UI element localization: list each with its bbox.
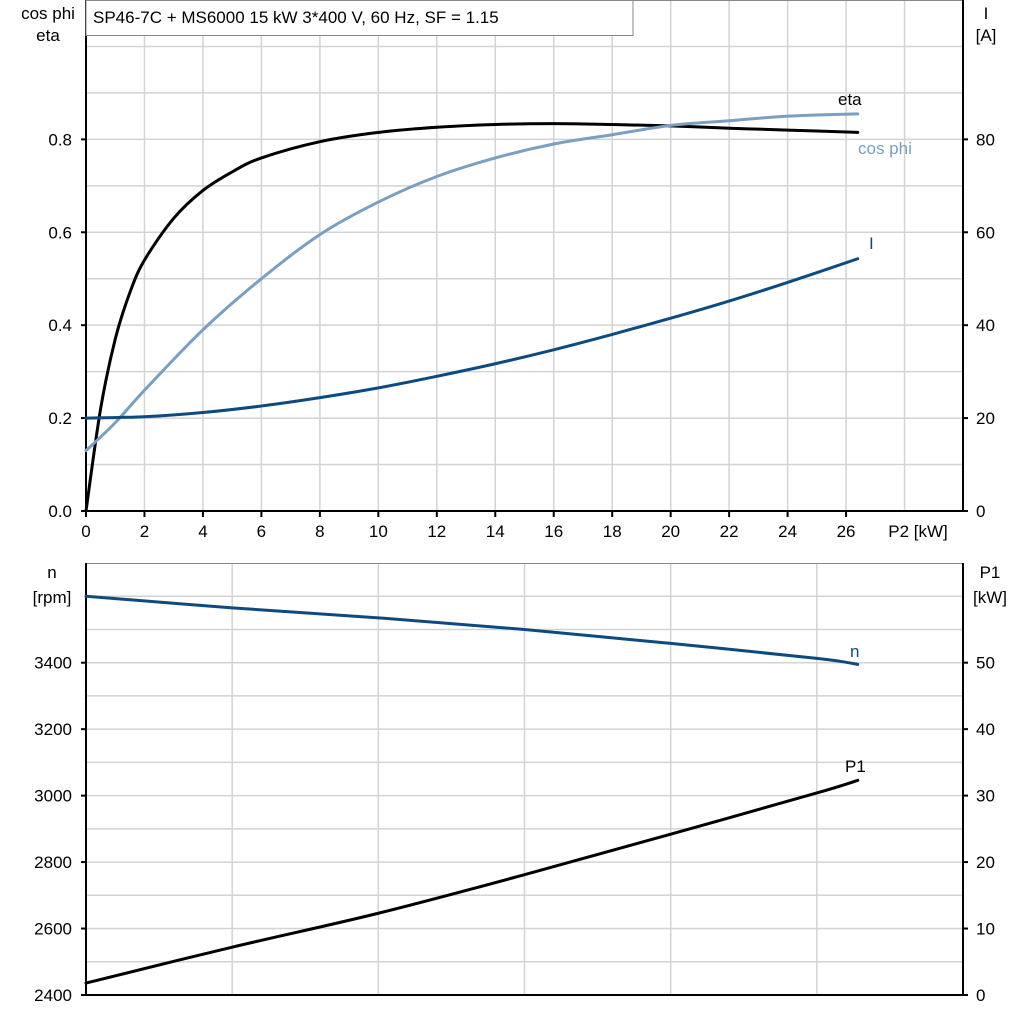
plot-frame: [85, 0, 964, 512]
right-tick-label: 0: [976, 502, 985, 521]
left-tick-label: 0.0: [48, 502, 72, 521]
x-tick-label: 12: [427, 522, 446, 541]
x-tick-label: 6: [257, 522, 266, 541]
right-axis-label: [A]: [976, 26, 997, 45]
x-tick-label: 8: [315, 522, 324, 541]
right-axis-label: [kW]: [973, 588, 1007, 607]
x-tick-label: 22: [720, 522, 739, 541]
left-tick-label: 3200: [34, 720, 72, 739]
chart-title-box: SP46-7C + MS6000 15 kW 3*400 V, 60 Hz, S…: [85, 0, 634, 36]
series-cos-phi-label: cos phi: [858, 139, 912, 158]
series-p1-label: P1: [845, 757, 866, 776]
right-tick-label: 30: [976, 787, 995, 806]
right-tick-label: 50: [976, 654, 995, 673]
x-tick-label: 2: [140, 522, 149, 541]
x-tick-label: 24: [778, 522, 797, 541]
left-axis-label: n: [47, 563, 56, 582]
right-tick-label: 10: [976, 920, 995, 939]
left-tick-label: 2800: [34, 853, 72, 872]
x-tick-label: 10: [369, 522, 388, 541]
series-p1-line: [84, 778, 860, 985]
left-tick-label: 2600: [34, 920, 72, 939]
right-tick-label: 40: [976, 316, 995, 335]
left-axis-label: [rpm]: [33, 588, 72, 607]
x-tick-label: 18: [603, 522, 622, 541]
left-axis-label: cos phi: [21, 4, 75, 23]
x-axis-label: P2 [kW]: [888, 522, 948, 541]
right-tick-label: 20: [976, 409, 995, 428]
series-eta-label: eta: [838, 90, 862, 109]
series-eta-line: [84, 122, 860, 513]
right-tick-label: 80: [976, 130, 995, 149]
left-tick-label: 0.2: [48, 409, 72, 428]
right-tick-label: 0: [976, 986, 985, 1005]
left-tick-label: 3000: [34, 787, 72, 806]
series-cos-phi-line: [84, 112, 860, 453]
right-tick-label: 60: [976, 223, 995, 242]
x-tick-label: 26: [837, 522, 856, 541]
left-tick-label: 0.8: [48, 130, 72, 149]
chart-title: SP46-7C + MS6000 15 kW 3*400 V, 60 Hz, S…: [93, 8, 499, 27]
right-tick-label: 40: [976, 720, 995, 739]
x-tick-label: 0: [81, 522, 90, 541]
x-tick-label: 4: [198, 522, 207, 541]
series-i-line: [84, 257, 860, 420]
left-tick-label: 2400: [34, 986, 72, 1005]
right-tick-label: 20: [976, 853, 995, 872]
series-n-line: [84, 594, 860, 666]
left-axis-label: eta: [36, 26, 60, 45]
left-tick-label: 0.4: [48, 316, 72, 335]
lower-chart: 2400 2600 2800 3000 3200 3400 0 10 20 30 40 50 n [rpm…: [33, 563, 1007, 1005]
x-tick-label: 20: [661, 522, 680, 541]
left-tick-label: 0.6: [48, 223, 72, 242]
right-axis-label: P1: [980, 563, 1001, 582]
left-tick-label: 3400: [34, 654, 72, 673]
x-tick-label: 16: [544, 522, 563, 541]
x-tick-label: 14: [486, 522, 505, 541]
right-axis-label: I: [984, 4, 989, 23]
series-i-label: I: [869, 234, 874, 253]
series-n-label: n: [850, 642, 859, 661]
title-box-frame: [85, 0, 634, 36]
